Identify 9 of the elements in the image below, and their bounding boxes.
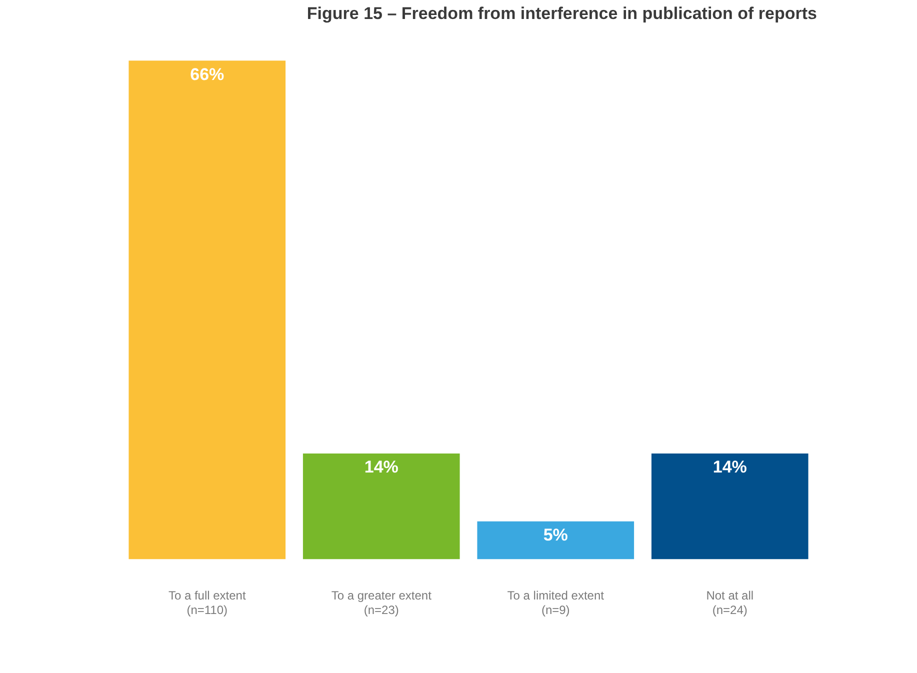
x-tick-label: To a greater extent (n=23) [331, 588, 432, 618]
x-tick-label: To a full extent (n=110) [168, 588, 246, 618]
data-label: 66% [190, 64, 224, 84]
data-label: 5% [543, 526, 568, 545]
data-label: 14% [364, 458, 398, 477]
x-tick-label: Not at all (n=24) [706, 588, 754, 618]
data-label: 14% [712, 458, 747, 477]
x-tick-label: To a limited extent (n=9) [507, 588, 605, 618]
chart-title: Figure 15 – Freedom from interference in publication of reports [306, 4, 817, 23]
